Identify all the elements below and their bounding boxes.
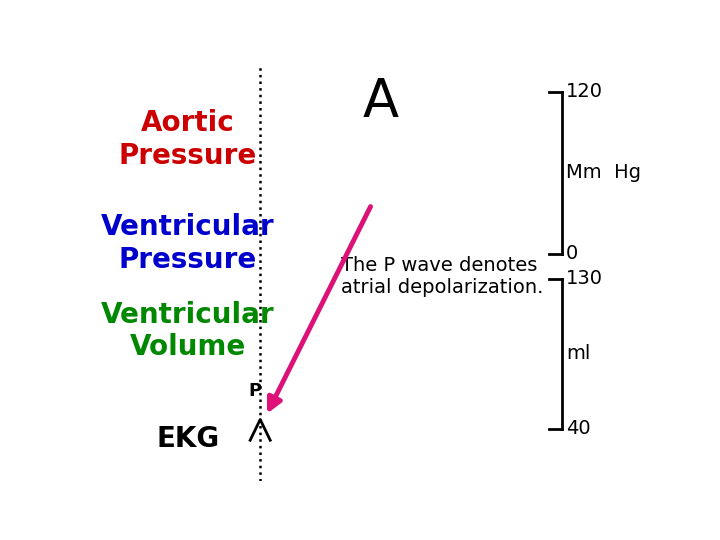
Text: 40: 40 xyxy=(566,419,590,438)
Text: Aortic
Pressure: Aortic Pressure xyxy=(119,110,257,170)
Text: 130: 130 xyxy=(566,269,603,288)
Text: 0: 0 xyxy=(566,245,578,264)
Text: 120: 120 xyxy=(566,82,603,102)
Text: P: P xyxy=(248,382,261,400)
Text: A: A xyxy=(362,76,398,128)
Text: Ventricular
Pressure: Ventricular Pressure xyxy=(101,213,274,274)
Text: EKG: EKG xyxy=(156,425,219,453)
Text: ml: ml xyxy=(566,345,590,363)
Text: Ventricular
Volume: Ventricular Volume xyxy=(101,301,274,361)
Text: Mm  Hg: Mm Hg xyxy=(566,164,641,183)
Text: The P wave denotes
atrial depolarization.: The P wave denotes atrial depolarization… xyxy=(341,256,544,298)
